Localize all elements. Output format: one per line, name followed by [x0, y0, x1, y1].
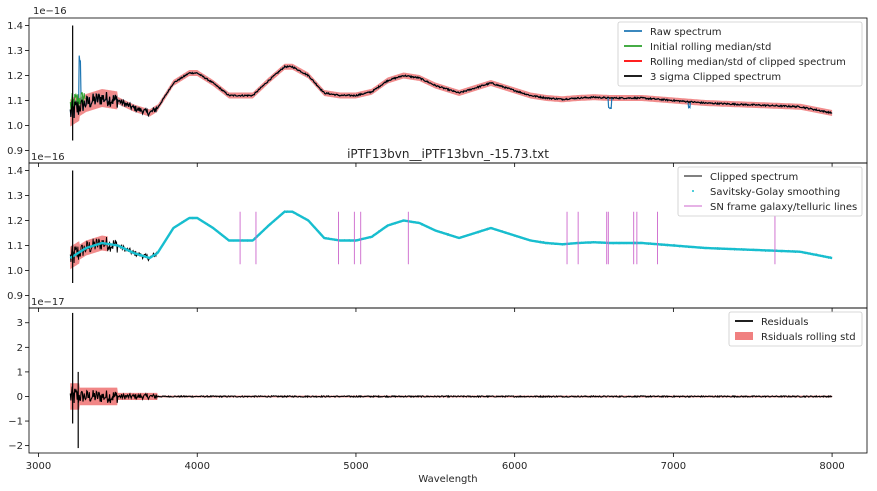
y-tick-label: 1.2 — [7, 216, 23, 227]
y-tick-label: −1 — [8, 417, 23, 428]
residuals-line — [69, 386, 833, 404]
y-tick-label: 1 — [17, 367, 23, 378]
y-tick-label: 1.0 — [7, 266, 23, 277]
clipped-spectrum-line — [69, 64, 833, 119]
savitsky-golay-line — [69, 210, 833, 260]
legend-swatch-residual-std — [735, 332, 753, 340]
panel-2: 0.9 1.0 1.1 1.2 1.3 1.4 1e−16 Clipped spectru… — [7, 152, 868, 312]
legend-label-residuals: Residuals — [761, 317, 808, 328]
x-tick-label: 7000 — [661, 461, 686, 472]
panel-1: 0.9 1.0 1.1 1.2 1.3 1.4 1e−16 Raw spectrum In… — [7, 6, 868, 167]
y-tick-label: 1.3 — [7, 191, 23, 202]
y-tick-label: 1.4 — [7, 166, 23, 177]
legend-label-clipped: 3 sigma Clipped spectrum — [650, 72, 781, 83]
x-axis-label: Wavelength — [418, 474, 477, 485]
x-tick-label: 8000 — [819, 461, 844, 472]
legend-label-rolling: Rolling median/std of clipped spectrum — [650, 57, 846, 68]
y-tick-label: 0.9 — [7, 291, 23, 302]
legend-swatch-savgol — [692, 190, 694, 192]
legend-label-raw: Raw spectrum — [650, 27, 722, 38]
x-tick-label: 4000 — [185, 461, 210, 472]
y-tick-label: 0 — [17, 392, 23, 403]
panel-3-offset-label: 1e−17 — [31, 297, 65, 308]
y-tick-label: 1.2 — [7, 71, 23, 82]
y-tick-label: 2 — [17, 343, 23, 354]
panel-2-legend: Clipped spectrum Savitsky-Golay smoothin… — [677, 166, 863, 217]
panel-3-legend: Residuals Rsiduals rolling std — [728, 311, 863, 347]
y-tick-label: 1.4 — [7, 21, 23, 32]
y-tick-label: 3 — [17, 318, 23, 329]
y-tick-label: 0.9 — [7, 146, 23, 157]
y-tick-label: 1.1 — [7, 96, 23, 107]
y-tick-label: −2 — [8, 441, 23, 452]
panel-1-offset-label: 1e−16 — [33, 6, 67, 17]
spectrum-file-label: iPTF13bvn__iPTF13bvn_-15.73.txt — [347, 147, 549, 161]
legend-label-savgol: Savitsky-Golay smoothing — [710, 187, 840, 198]
legend-label-residual-std: Rsiduals rolling std — [761, 332, 856, 343]
y-tick-label: 1.3 — [7, 46, 23, 57]
panel-2-offset-label: 1e−16 — [31, 152, 65, 163]
x-tick-label: 3000 — [26, 461, 51, 472]
legend-label-lines: SN frame galaxy/telluric lines — [710, 202, 857, 213]
clipped-spectrum-line — [69, 210, 833, 264]
legend-label-clipped-spectrum: Clipped spectrum — [710, 172, 798, 183]
y-tick-label: 1.1 — [7, 241, 23, 252]
panel-1-legend: Raw spectrum Initial rolling median/std … — [617, 21, 863, 87]
legend-label-initial: Initial rolling median/std — [650, 42, 771, 53]
panel-3-frame — [28, 307, 868, 454]
y-tick-label: 1.0 — [7, 121, 23, 132]
x-tick-label: 6000 — [502, 461, 527, 472]
x-tick-label: 5000 — [343, 461, 368, 472]
